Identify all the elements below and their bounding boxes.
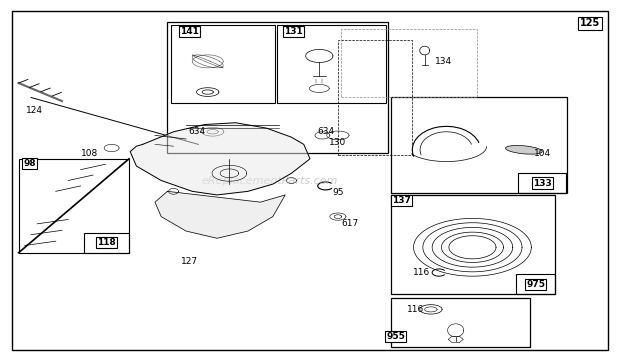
Bar: [516, 274, 555, 294]
Text: 104: 104: [534, 149, 551, 158]
Text: 98: 98: [24, 160, 36, 168]
Text: 955: 955: [386, 332, 405, 341]
Text: 634: 634: [317, 127, 334, 136]
Text: 634: 634: [188, 127, 205, 136]
Text: 975: 975: [526, 280, 545, 288]
Text: 118: 118: [97, 238, 116, 247]
Bar: [391, 298, 530, 347]
Text: 617: 617: [342, 219, 359, 227]
Text: 131: 131: [285, 27, 303, 36]
Bar: [518, 173, 566, 193]
Bar: [167, 22, 388, 153]
Text: 116: 116: [413, 268, 430, 277]
Ellipse shape: [505, 145, 542, 154]
Text: 125: 125: [580, 18, 600, 29]
Text: 130: 130: [329, 138, 347, 147]
Text: 108: 108: [81, 149, 99, 158]
Text: 133: 133: [533, 179, 552, 187]
Bar: [391, 195, 555, 294]
Bar: [84, 233, 129, 253]
Bar: [170, 25, 275, 103]
Polygon shape: [130, 123, 310, 195]
Text: 124: 124: [25, 106, 43, 114]
Bar: [338, 40, 412, 155]
Bar: [277, 25, 386, 103]
Text: eReplacementParts.com: eReplacementParts.com: [202, 175, 338, 186]
Text: 137: 137: [392, 196, 411, 205]
Text: 134: 134: [435, 57, 452, 66]
Text: 127: 127: [180, 257, 198, 266]
Bar: [19, 159, 129, 253]
Text: 141: 141: [180, 27, 198, 36]
Polygon shape: [155, 191, 285, 238]
Bar: [391, 97, 567, 193]
Text: 95: 95: [332, 188, 343, 196]
Bar: [341, 29, 477, 97]
Text: 116: 116: [407, 305, 424, 314]
